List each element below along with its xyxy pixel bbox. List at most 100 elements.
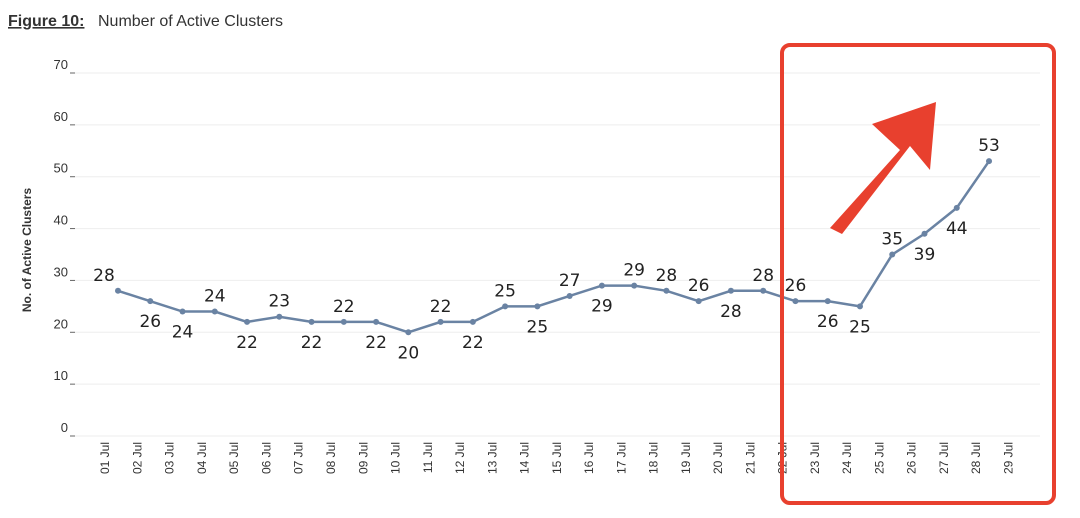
point (534, 303, 541, 310)
point (115, 287, 121, 294)
point (792, 298, 799, 305)
value-label: 39 (914, 245, 936, 265)
point (727, 287, 734, 294)
point (566, 292, 573, 299)
x-tick-label: 01 Jul (98, 442, 112, 474)
point (598, 282, 605, 289)
point (211, 308, 218, 315)
value-label: 28 (720, 302, 742, 322)
value-label: 24 (172, 323, 194, 343)
point (889, 251, 896, 258)
x-tick-label: 23 Jul (808, 442, 822, 474)
value-label: 20 (398, 343, 420, 363)
value-label: 25 (527, 317, 549, 337)
value-label: 29 (623, 261, 645, 281)
x-tick-label: 03 Jul (163, 442, 177, 474)
point (340, 318, 347, 325)
x-tick-label: 10 Jul (389, 442, 403, 474)
x-tick-label: 04 Jul (195, 442, 209, 474)
x-tick-label: 11 Jul (421, 442, 435, 473)
point (986, 158, 993, 165)
x-tick-label: 16 Jul (582, 442, 596, 474)
point (405, 329, 412, 336)
x-tick-label: 28 Jul (969, 442, 983, 474)
value-label: 22 (430, 297, 452, 317)
value-label: 26 (817, 312, 839, 332)
x-tick-label: 25 Jul (872, 442, 886, 474)
value-label: 22 (301, 333, 323, 353)
x-tick-label: 15 Jul (550, 442, 564, 474)
value-label: 24 (204, 287, 226, 307)
x-tick-label: 05 Jul (227, 442, 241, 474)
y-tick-label: 10 (54, 368, 68, 383)
point (502, 303, 509, 310)
x-tick-label: 12 Jul (453, 442, 467, 474)
figure-label: Figure 10: (8, 13, 84, 30)
value-label: 29 (591, 297, 613, 317)
x-tick-label: 17 Jul (614, 442, 628, 474)
point (856, 303, 863, 310)
y-axis-label: No. of Active Clusters (20, 188, 34, 313)
y-tick-label: 30 (54, 264, 68, 279)
value-label: 53 (978, 136, 1000, 156)
value-label: 22 (365, 333, 387, 353)
point (244, 318, 251, 325)
y-tick-label: 40 (54, 213, 68, 228)
plot: 0 10 20 30 40 50 60 70 01 Jul 02 Jul 03 Jul 04 Jul 0… (54, 57, 1040, 474)
x-tick-label: 27 Jul (937, 442, 951, 474)
highlight-box (780, 43, 1056, 505)
point (824, 298, 831, 305)
x-tick-label: 20 Jul (711, 442, 725, 474)
point (921, 230, 928, 237)
trend-arrow (830, 102, 936, 234)
value-label: 28 (752, 266, 774, 286)
x-tick-label: 24 Jul (840, 442, 854, 474)
line (117, 160, 991, 334)
point (953, 204, 960, 211)
point (631, 282, 638, 289)
x-tick-label: 21 Jul (743, 442, 757, 474)
value-label: 25 (849, 317, 871, 337)
x-tick-label: 29 Jul (1001, 442, 1015, 474)
value-label: 26 (688, 276, 710, 296)
y-tick-label: 20 (54, 316, 68, 331)
value-label: 22 (333, 297, 355, 317)
point (663, 287, 670, 294)
point (147, 298, 154, 305)
value-label: 44 (946, 219, 968, 239)
x-tick-label: 19 Jul (679, 442, 693, 474)
x-tick-label: 13 Jul (485, 442, 499, 474)
y-tick-label: 50 (54, 161, 68, 176)
point (373, 318, 380, 325)
value-label: 23 (268, 292, 290, 312)
x-tick-label: 18 Jul (647, 442, 661, 474)
x-tick-label: 07 Jul (292, 442, 306, 474)
x-tick-label: 14 Jul (518, 442, 532, 474)
x-tick-label: 06 Jul (259, 442, 273, 474)
x-tick-label: 09 Jul (356, 442, 370, 474)
x-tick-label: 08 Jul (324, 442, 338, 474)
point (179, 308, 186, 315)
value-label: 28 (656, 266, 678, 286)
point (469, 318, 476, 325)
y-tick-label: 70 (54, 57, 68, 72)
y-tick-label: 0 (61, 420, 68, 435)
value-label: 26 (139, 312, 161, 332)
value-label: 26 (785, 276, 807, 296)
point (308, 318, 315, 325)
y-tick-label: 60 (54, 109, 68, 124)
value-label: 35 (881, 230, 903, 250)
value-label: 25 (494, 281, 516, 301)
point (760, 287, 767, 294)
point (437, 318, 444, 325)
x-tick-label: 26 Jul (905, 442, 919, 474)
chart-title: Number of Active Clusters (98, 13, 283, 30)
point (276, 313, 283, 320)
value-label: 22 (462, 333, 484, 353)
value-label: 27 (559, 271, 581, 291)
x-tick-label: 02 Jul (130, 442, 144, 474)
value-label: 22 (236, 333, 258, 353)
point (695, 298, 702, 305)
value-label: 28 (93, 266, 115, 286)
